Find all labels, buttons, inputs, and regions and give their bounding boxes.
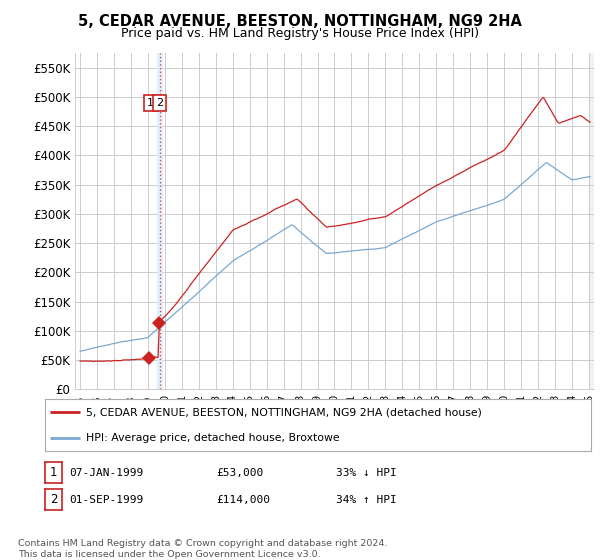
Text: 1: 1 xyxy=(50,466,57,479)
Text: 5, CEDAR AVENUE, BEESTON, NOTTINGHAM, NG9 2HA (detached house): 5, CEDAR AVENUE, BEESTON, NOTTINGHAM, NG… xyxy=(86,407,482,417)
Text: 33% ↓ HPI: 33% ↓ HPI xyxy=(336,468,397,478)
Text: HPI: Average price, detached house, Broxtowe: HPI: Average price, detached house, Brox… xyxy=(86,433,340,443)
Text: £53,000: £53,000 xyxy=(216,468,263,478)
Text: 34% ↑ HPI: 34% ↑ HPI xyxy=(336,494,397,505)
Text: 5, CEDAR AVENUE, BEESTON, NOTTINGHAM, NG9 2HA: 5, CEDAR AVENUE, BEESTON, NOTTINGHAM, NG… xyxy=(78,14,522,29)
Bar xyxy=(157,53,163,389)
Text: 01-SEP-1999: 01-SEP-1999 xyxy=(69,494,143,505)
Text: 2: 2 xyxy=(50,493,57,506)
Text: 2: 2 xyxy=(156,98,163,108)
Text: Price paid vs. HM Land Registry's House Price Index (HPI): Price paid vs. HM Land Registry's House … xyxy=(121,27,479,40)
Text: 1: 1 xyxy=(147,98,154,108)
Text: 07-JAN-1999: 07-JAN-1999 xyxy=(69,468,143,478)
Text: £114,000: £114,000 xyxy=(216,494,270,505)
Text: Contains HM Land Registry data © Crown copyright and database right 2024.
This d: Contains HM Land Registry data © Crown c… xyxy=(18,539,388,559)
Bar xyxy=(589,53,594,389)
